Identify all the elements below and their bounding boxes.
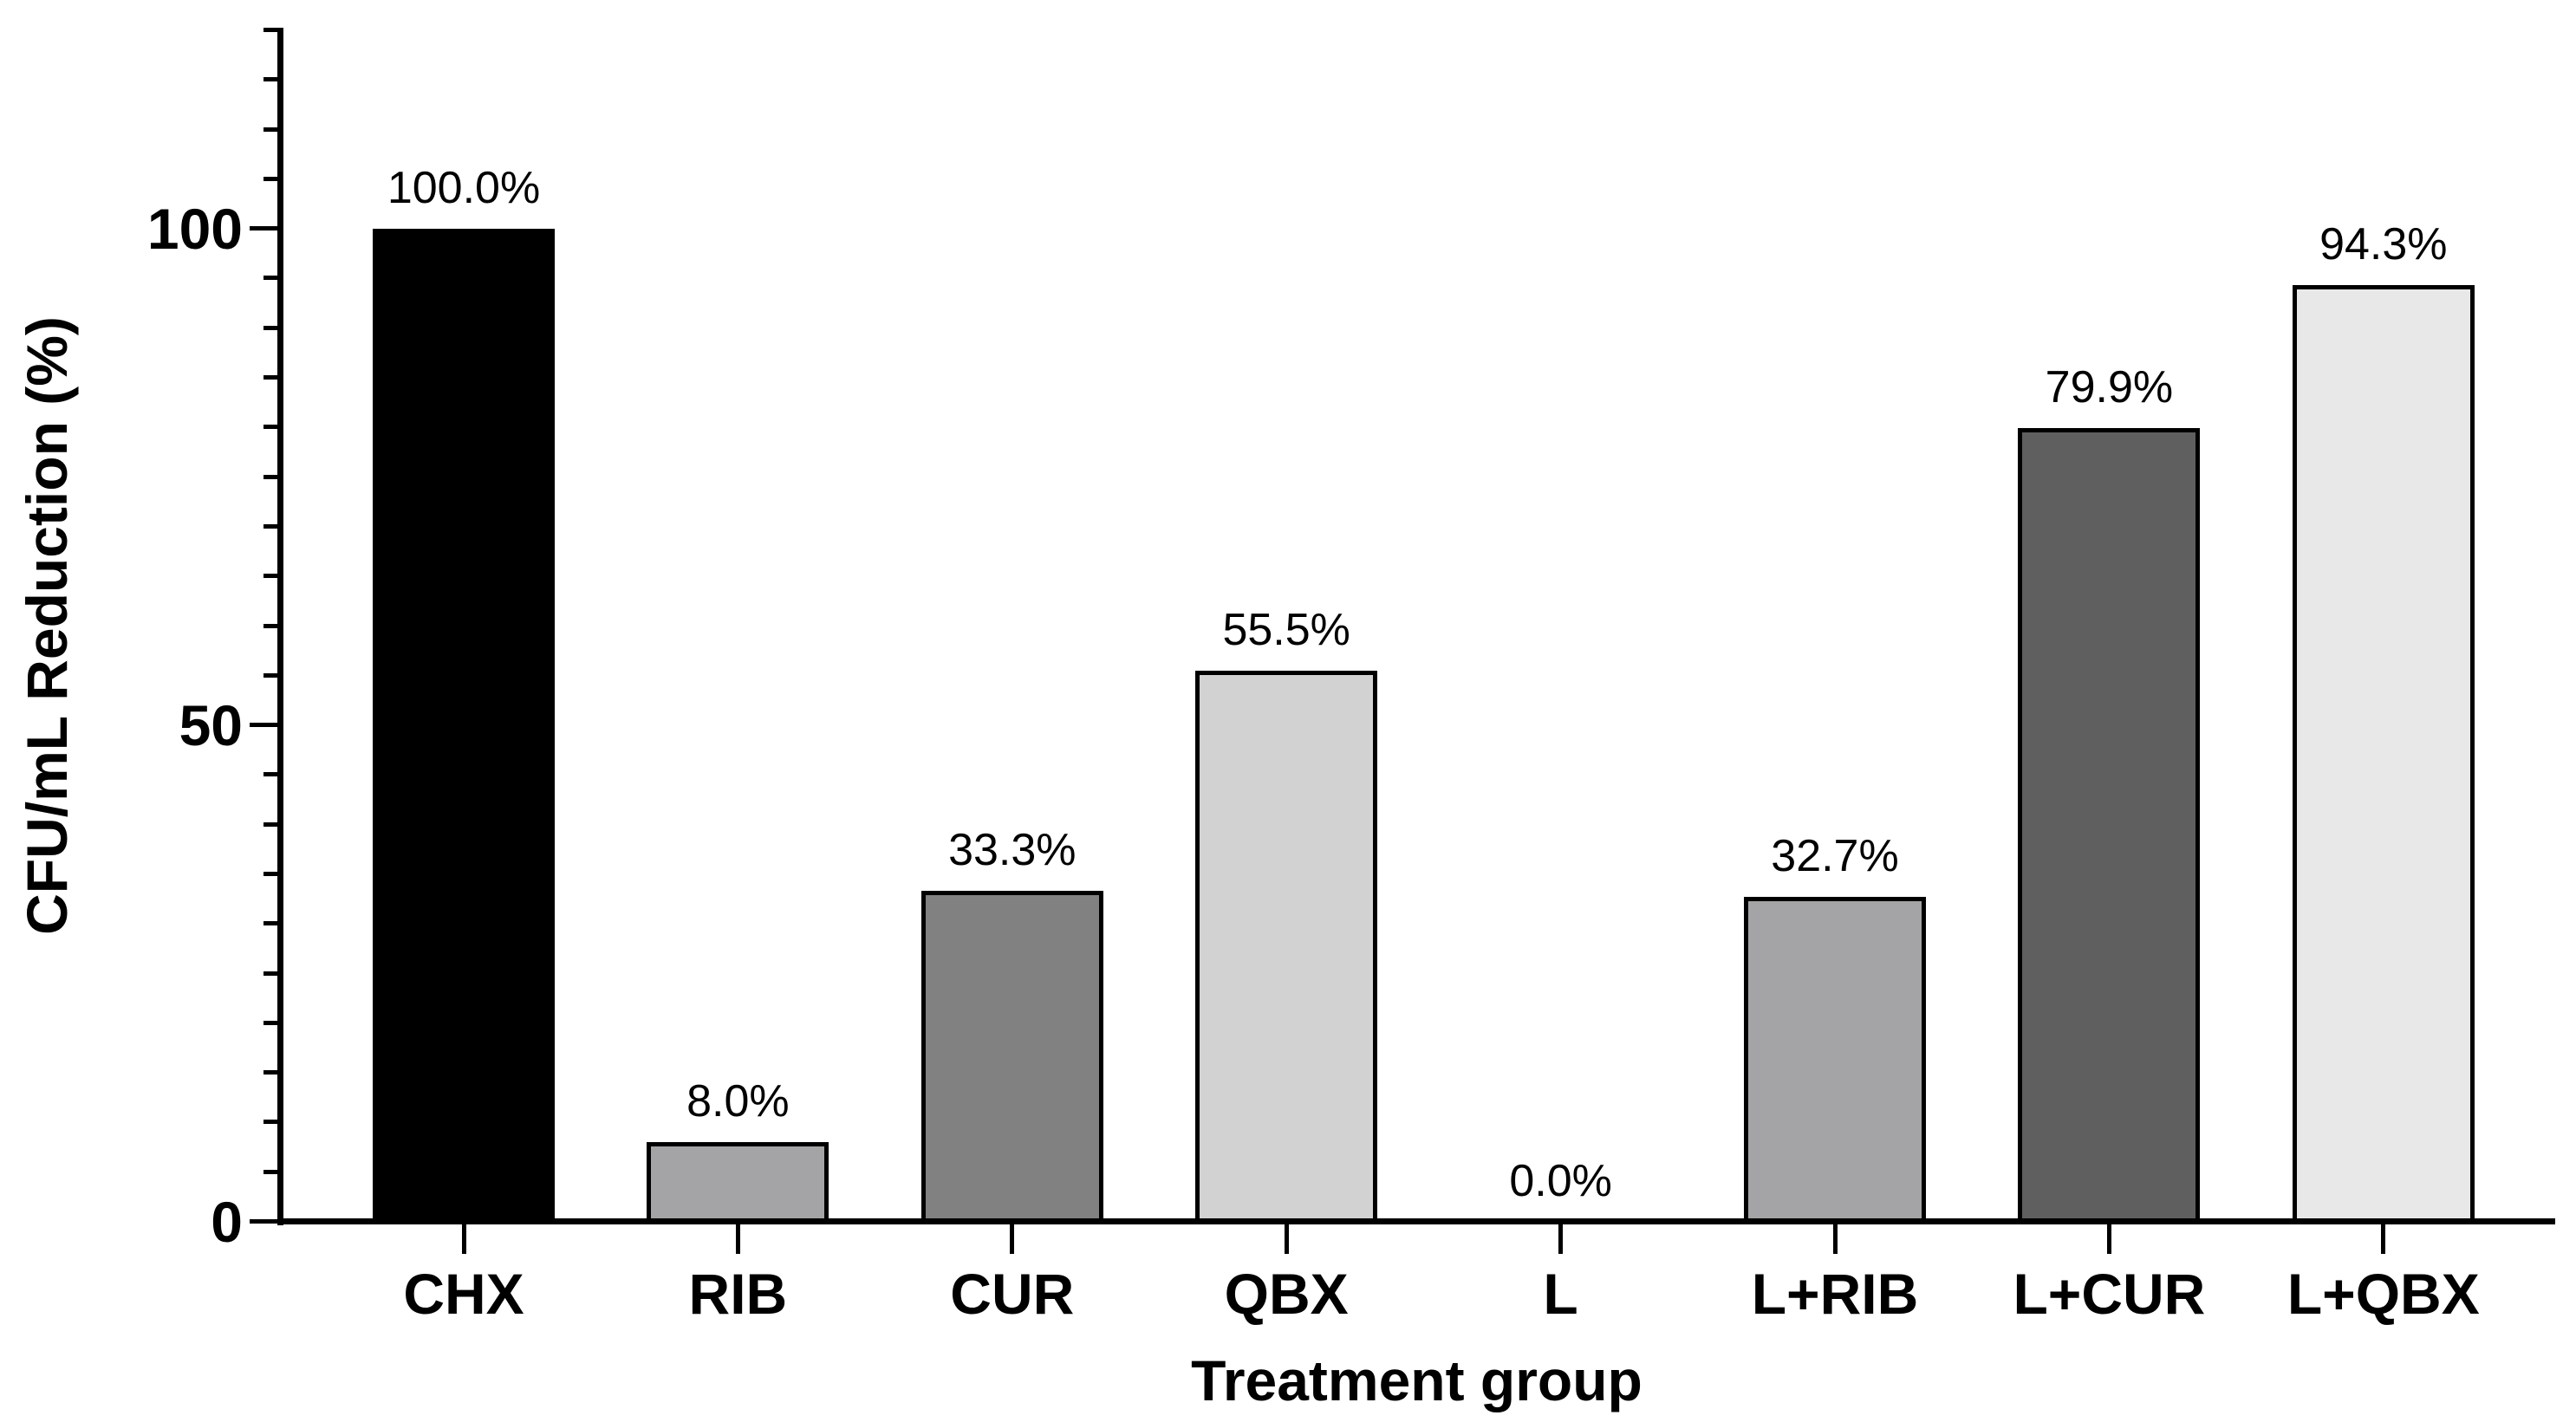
bar-value-label-CHX: 100.0%	[387, 162, 541, 213]
y-major-tick	[249, 226, 281, 231]
y-minor-tick	[263, 871, 281, 876]
y-minor-tick	[263, 1070, 281, 1075]
y-tick-label: 50	[179, 692, 243, 757]
x-category-tick-L	[1558, 1224, 1564, 1254]
bar-value-label-L+RIB: 32.7%	[1771, 830, 1899, 881]
y-minor-tick	[263, 971, 281, 976]
y-minor-tick	[263, 574, 281, 579]
y-tick-label: 100	[146, 196, 243, 261]
y-minor-tick	[263, 1020, 281, 1025]
x-category-tick-RIB	[735, 1224, 740, 1254]
bar-QBX	[1195, 670, 1378, 1222]
bar-L+RIB	[1744, 896, 1926, 1222]
bar-CHX	[373, 228, 555, 1222]
x-axis-line	[277, 1218, 2555, 1224]
y-minor-tick	[263, 672, 281, 678]
x-category-label-L: L	[1543, 1262, 1578, 1326]
y-minor-tick	[263, 523, 281, 529]
y-major-tick	[249, 723, 281, 728]
y-axis-line	[277, 28, 283, 1225]
y-minor-tick	[263, 325, 281, 330]
bar-value-label-L: 0.0%	[1509, 1155, 1612, 1206]
bar-L+CUR	[2018, 428, 2201, 1222]
x-category-tick-L+CUR	[2106, 1224, 2111, 1254]
y-minor-tick	[263, 425, 281, 430]
bar-value-label-CUR: 33.3%	[948, 824, 1077, 875]
x-category-tick-CHX	[461, 1224, 466, 1254]
y-minor-tick	[263, 772, 281, 777]
x-category-label-CUR: CUR	[950, 1262, 1075, 1326]
y-minor-tick	[263, 176, 281, 181]
x-category-label-L+CUR: L+CUR	[2013, 1262, 2206, 1326]
y-minor-tick	[263, 28, 281, 33]
x-category-tick-L+QBX	[2381, 1224, 2386, 1254]
x-category-label-L+QBX: L+QBX	[2287, 1262, 2480, 1326]
x-category-tick-CUR	[1010, 1224, 1015, 1254]
y-major-tick	[249, 1219, 281, 1224]
x-category-label-RIB: RIB	[688, 1262, 788, 1326]
bar-value-label-QBX: 55.5%	[1222, 604, 1350, 655]
y-minor-tick	[263, 77, 281, 82]
y-minor-tick	[263, 276, 281, 281]
bar-value-label-RIB: 8.0%	[686, 1075, 790, 1127]
bar-value-label-L+QBX: 94.3%	[2319, 219, 2448, 269]
y-minor-tick	[263, 921, 281, 926]
bar-RIB	[647, 1141, 829, 1222]
y-minor-tick	[263, 375, 281, 380]
x-category-label-QBX: QBX	[1224, 1262, 1349, 1326]
y-minor-tick	[263, 474, 281, 479]
x-axis-title: Treatment group	[1191, 1348, 1643, 1412]
y-minor-tick	[263, 821, 281, 827]
y-tick-label: 0	[211, 1189, 243, 1254]
x-category-tick-L+RIB	[1832, 1224, 1838, 1254]
bar-value-label-L+CUR: 79.9%	[2045, 362, 2174, 412]
y-minor-tick	[263, 623, 281, 628]
x-category-label-CHX: CHX	[403, 1262, 524, 1326]
x-category-tick-QBX	[1284, 1224, 1289, 1254]
x-category-label-L+RIB: L+RIB	[1751, 1262, 1919, 1326]
bar-L+QBX	[2292, 285, 2475, 1222]
y-minor-tick	[263, 127, 281, 132]
bar-CUR	[920, 890, 1103, 1222]
y-minor-tick	[263, 1169, 281, 1174]
y-minor-tick	[263, 1120, 281, 1125]
